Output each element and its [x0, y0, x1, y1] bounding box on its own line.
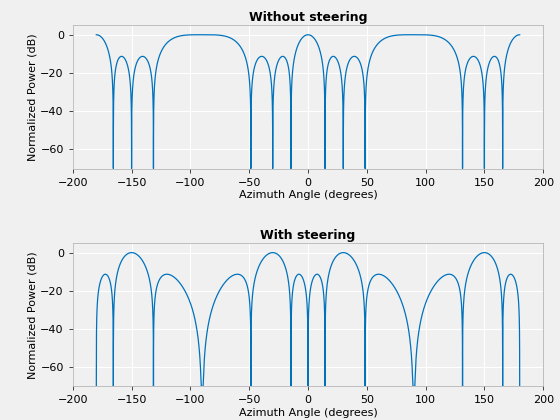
- 300 MHz: [486, 60, 493, 65]
- 300 MHz: [93, 32, 100, 37]
- 300 MHz: [110, 166, 116, 171]
- 300 MHz: [254, 57, 261, 62]
- 300 MHz: [339, 250, 346, 255]
- 300 MHz: [300, 278, 307, 283]
- 300 MHz: [311, 273, 318, 278]
- 300 MHz: [254, 268, 261, 273]
- Y-axis label: Normalized Power (dB): Normalized Power (dB): [27, 251, 38, 378]
- 300 MHz: [339, 95, 346, 100]
- 300 MHz: [112, 67, 119, 72]
- 300 MHz: [516, 384, 523, 389]
- 300 MHz: [486, 252, 493, 257]
- Title: With steering: With steering: [260, 229, 356, 242]
- 300 MHz: [128, 250, 135, 255]
- X-axis label: Azimuth Angle (degrees): Azimuth Angle (degrees): [239, 408, 377, 418]
- 300 MHz: [516, 32, 523, 37]
- 300 MHz: [300, 34, 307, 39]
- X-axis label: Azimuth Angle (degrees): Azimuth Angle (degrees): [239, 190, 377, 200]
- 300 MHz: [311, 36, 318, 41]
- 300 MHz: [112, 281, 119, 286]
- Y-axis label: Normalized Power (dB): Normalized Power (dB): [27, 33, 38, 161]
- Line: 300 MHz: 300 MHz: [96, 252, 520, 386]
- Title: Without steering: Without steering: [249, 11, 367, 24]
- 300 MHz: [93, 384, 100, 389]
- Line: 300 MHz: 300 MHz: [96, 35, 520, 168]
